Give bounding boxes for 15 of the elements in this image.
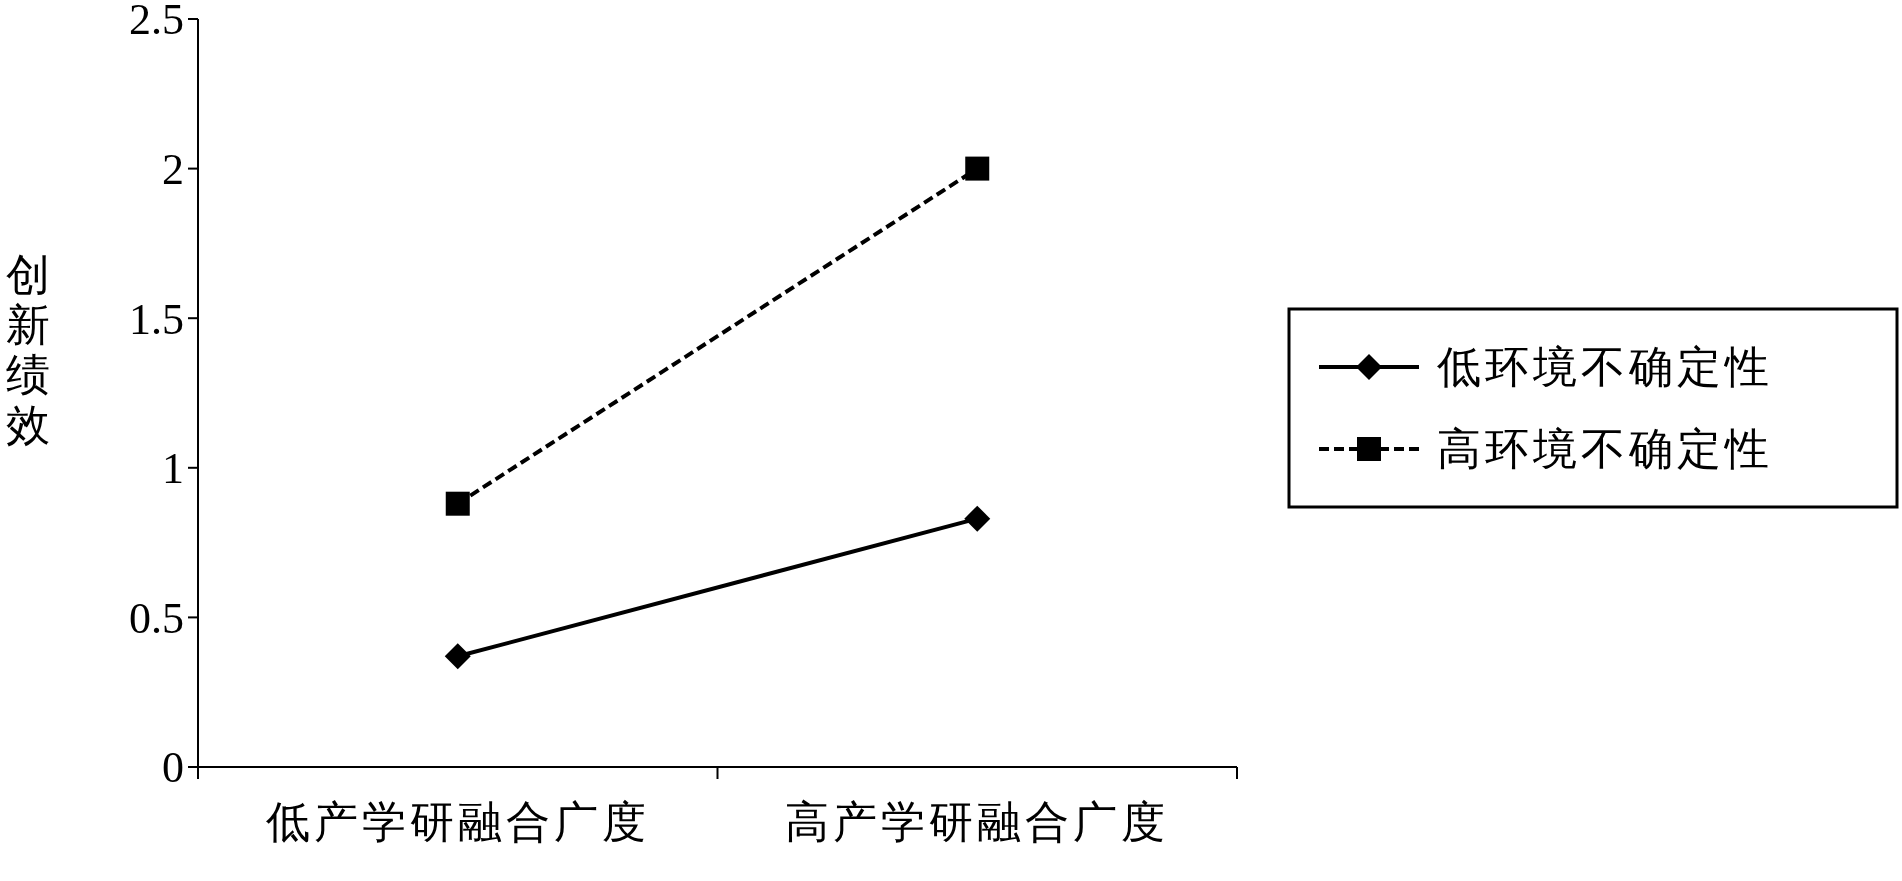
point <box>965 156 990 181</box>
y-axis-title: 创新绩效 <box>6 251 50 450</box>
point <box>964 505 991 532</box>
x-tick-label: 高产学研融合广度 <box>785 798 1170 847</box>
x-tick-label: 低产学研融合广度 <box>265 798 650 847</box>
legend-label: 高环境不确定性 <box>1437 425 1773 475</box>
y-tick-label: 0 <box>162 743 184 793</box>
point <box>444 643 471 670</box>
point <box>445 491 470 516</box>
y-tick-label: 1.5 <box>129 294 184 344</box>
y-tick-label: 0.5 <box>129 593 184 643</box>
y-tick-label: 2 <box>162 145 184 194</box>
y-tick-label: 1 <box>162 444 184 494</box>
y-tick-label: 2.5 <box>129 0 184 45</box>
legend-label: 低环境不确定性 <box>1437 343 1773 393</box>
